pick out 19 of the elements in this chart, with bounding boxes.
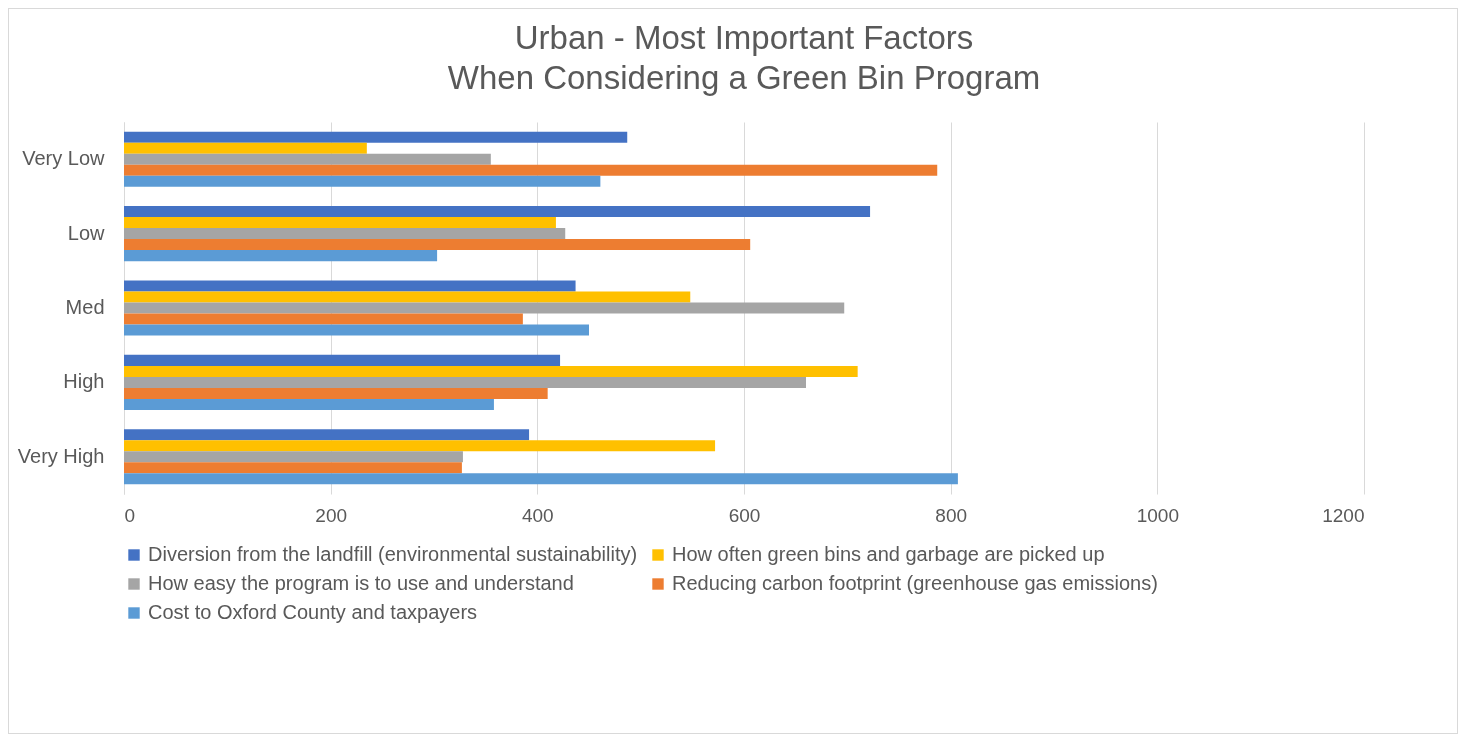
x-tick-label: 800 — [935, 504, 968, 526]
x-tick-label: 1000 — [1136, 504, 1179, 526]
legend-label: How easy the program is to use and understand — [148, 572, 574, 594]
text: Urban - Most Important Factors — [514, 19, 974, 56]
x-tick-label: 600 — [728, 504, 761, 526]
y-tick-label: Low — [67, 221, 106, 244]
y-tick-label: High — [63, 370, 105, 393]
legend-label: Cost to Oxford County and taxpayers — [148, 601, 478, 623]
x-tick-label: 1200 — [1322, 504, 1365, 526]
x-tick-label: 0 — [124, 504, 136, 526]
text: When Considering a Green Bin Program — [447, 59, 1041, 96]
x-tick-label: 200 — [315, 504, 348, 526]
legend-label: Reducing carbon footprint (greenhouse gas emissions) — [672, 572, 1158, 594]
legend-label: How often green bins and garbage are picked up — [672, 543, 1105, 565]
y-tick-label: Very High — [17, 444, 105, 467]
x-tick-label: 400 — [521, 504, 554, 526]
y-tick-label: Med — [65, 296, 105, 318]
y-tick-label: Very Low — [22, 147, 106, 170]
legend-label: Diversion from the landfill (environmental sustainability) — [148, 543, 638, 565]
